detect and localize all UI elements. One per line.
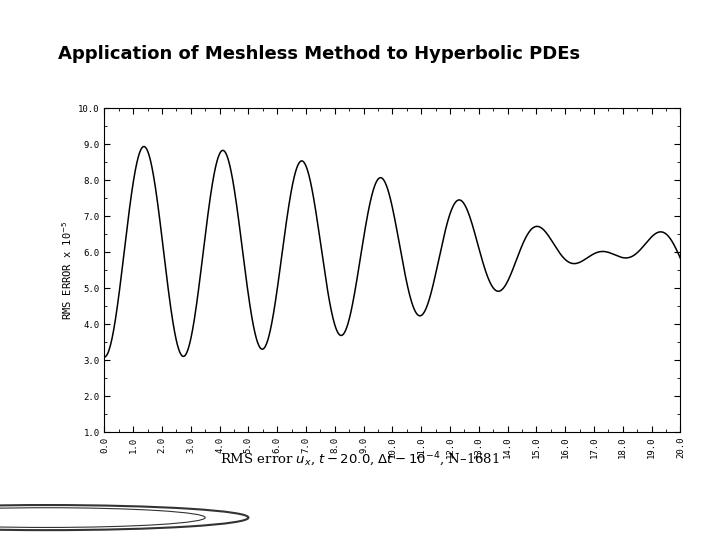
Y-axis label: RMS ERROR x 10$^{-5}$: RMS ERROR x 10$^{-5}$ [60, 220, 74, 320]
Text: RMS error $u_x$, $t - 20.0$, $\Delta t - 10^{-4}$, N–1681: RMS error $u_x$, $t - 20.0$, $\Delta t -… [220, 451, 500, 469]
Text: Application of Meshless Method to Hyperbolic PDEs: Application of Meshless Method to Hyperb… [58, 45, 580, 63]
